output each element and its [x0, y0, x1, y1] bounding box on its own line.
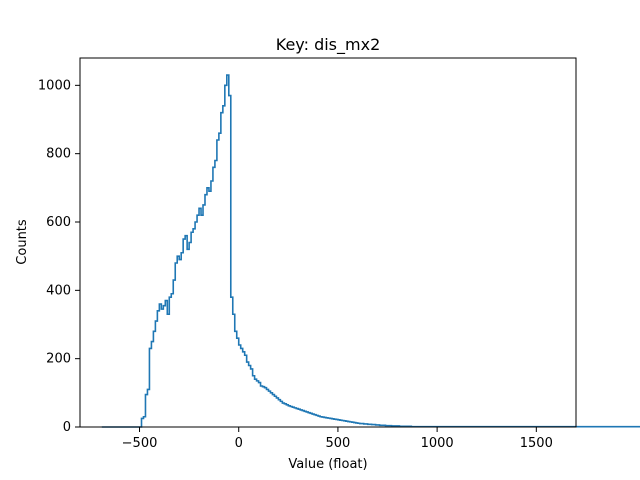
y-axis-ticks: 0 200 400 600 800 1000 — [38, 78, 80, 435]
y-tick-label: 400 — [46, 283, 71, 298]
x-tick-label: 0 — [235, 436, 243, 451]
x-axis-label: Value (float) — [288, 457, 367, 472]
y-axis-label: Counts — [15, 219, 30, 265]
x-tick-label: −500 — [122, 436, 158, 451]
x-tick-label: 1000 — [421, 436, 454, 451]
y-tick-label: 800 — [46, 147, 71, 162]
y-tick-label: 1000 — [38, 78, 71, 93]
x-axis-ticks: −500 0 500 1000 1500 — [122, 427, 553, 451]
x-tick-label: 500 — [326, 436, 351, 451]
plot-frame — [79, 57, 577, 428]
y-tick-label: 0 — [63, 420, 71, 435]
chart-title: Key: dis_mx2 — [276, 35, 381, 55]
y-tick-label: 200 — [46, 352, 71, 367]
y-tick-label: 600 — [46, 215, 71, 230]
x-tick-label: 1500 — [520, 436, 553, 451]
plot-area — [80, 58, 576, 427]
